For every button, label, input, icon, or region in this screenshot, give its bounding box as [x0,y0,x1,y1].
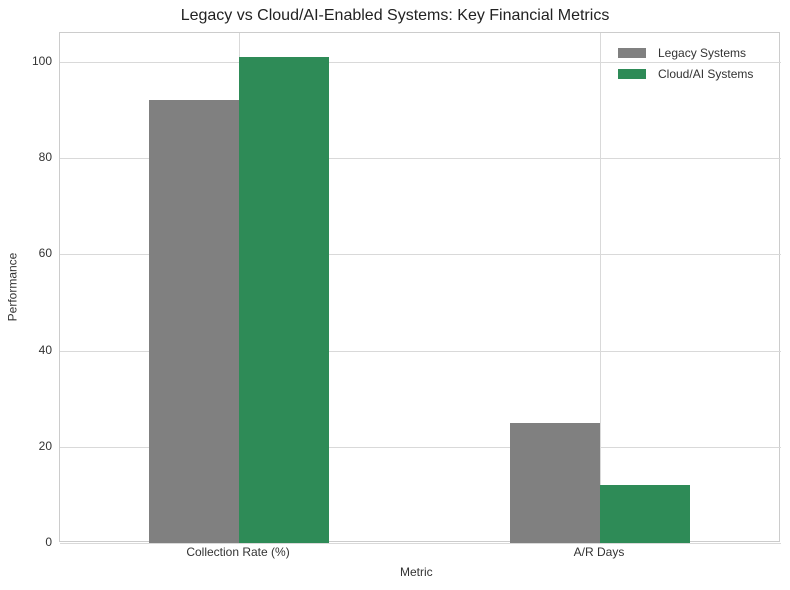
y-tick-label: 100 [31,54,52,68]
chart-title: Legacy vs Cloud/AI-Enabled Systems: Key … [180,7,610,24]
legend: Legacy Systems Cloud/AI Systems [618,42,753,84]
legend-swatch [618,68,646,79]
gridline [60,350,781,352]
gridline [60,62,781,63]
x-axis-label: Metric [400,565,433,579]
x-tick-label: Collection Rate (%) [186,545,290,559]
bar [149,100,239,543]
y-tick-label: 60 [38,246,52,261]
y-tick-label: 20 [38,438,52,453]
y-tick-label: 0 [45,535,52,549]
gridline [60,158,781,160]
bar [239,57,329,543]
plot-area [59,32,781,544]
y-axis-label: Performance [5,252,20,322]
gridline [60,446,781,448]
legend-item-legacy: Legacy Systems [618,42,753,63]
gridline [600,33,601,543]
bar [600,485,690,543]
x-tick-label: A/R Days [573,545,625,559]
gridline [60,543,781,544]
y-tick-label: 80 [38,150,52,165]
gridline [60,254,781,256]
legend-item-cloud: Cloud/AI Systems [618,63,753,84]
bar [510,422,600,543]
legend-swatch [618,47,646,58]
y-tick-label: 40 [38,342,52,357]
